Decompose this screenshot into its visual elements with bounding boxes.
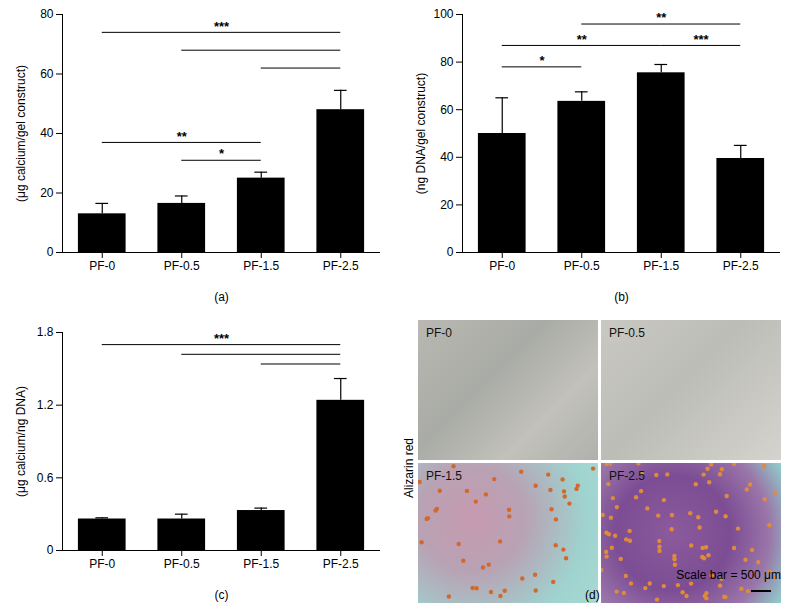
svg-text:***: ***: [214, 19, 230, 34]
svg-text:**: **: [656, 10, 667, 25]
svg-text:PF-0.5: PF-0.5: [164, 259, 200, 273]
svg-text:1.2: 1.2: [37, 398, 54, 412]
svg-text:80: 80: [440, 55, 454, 69]
svg-text:1.8: 1.8: [37, 325, 54, 339]
svg-text:PF-0: PF-0: [89, 259, 115, 273]
svg-text:60: 60: [40, 67, 54, 81]
html-text:Scale bar = 500 μm: Scale bar = 500 μm: [676, 568, 781, 582]
svg-text:PF-2.5: PF-2.5: [723, 259, 759, 273]
svg-text:40: 40: [440, 150, 454, 164]
svg-text:***: ***: [214, 331, 230, 346]
svg-text:**: **: [577, 32, 588, 47]
html-text:PF-0.5: PF-0.5: [609, 326, 645, 340]
svg-text:PF-1.5: PF-1.5: [243, 259, 279, 273]
svg-text:(μg calcium/ng DNA): (μg calcium/ng DNA): [14, 386, 28, 497]
svg-text:(c): (c): [215, 588, 229, 602]
svg-text:***: ***: [693, 32, 709, 47]
html-text:(d): (d): [585, 588, 600, 602]
svg-text:PF-0: PF-0: [89, 557, 115, 571]
svg-text:(b): (b): [614, 290, 629, 304]
svg-text:PF-0.5: PF-0.5: [164, 557, 200, 571]
html-text:Alizarin red: Alizarin red: [402, 438, 416, 498]
svg-text:20: 20: [440, 198, 454, 212]
svg-text:40: 40: [40, 126, 54, 140]
html-text:PF-2.5: PF-2.5: [609, 469, 645, 483]
svg-text:100: 100: [433, 7, 453, 21]
svg-text:60: 60: [440, 103, 454, 117]
svg-text:80: 80: [40, 7, 54, 21]
svg-text:*: *: [219, 146, 225, 161]
svg-text:*: *: [539, 53, 545, 68]
svg-text:PF-2.5: PF-2.5: [323, 259, 359, 273]
svg-text:0: 0: [47, 245, 54, 259]
svg-text:(a): (a): [214, 290, 229, 304]
svg-text:PF-2.5: PF-2.5: [323, 557, 359, 571]
svg-text:PF-1.5: PF-1.5: [243, 557, 279, 571]
html-text:PF-1.5: PF-1.5: [426, 469, 462, 483]
html-text:PF-0: PF-0: [426, 326, 452, 340]
svg-text:20: 20: [40, 186, 54, 200]
svg-text:**: **: [177, 129, 188, 144]
svg-text:(μg calcium/gel construct): (μg calcium/gel construct): [14, 65, 28, 202]
svg-text:0.6: 0.6: [37, 471, 54, 485]
svg-text:0: 0: [47, 543, 54, 557]
svg-text:PF-0.5: PF-0.5: [564, 259, 600, 273]
svg-text:(ng DNA/gel construct): (ng DNA/gel construct): [414, 73, 428, 194]
svg-text:PF-1.5: PF-1.5: [643, 259, 679, 273]
svg-text:PF-0: PF-0: [489, 259, 515, 273]
svg-text:0: 0: [447, 245, 454, 259]
